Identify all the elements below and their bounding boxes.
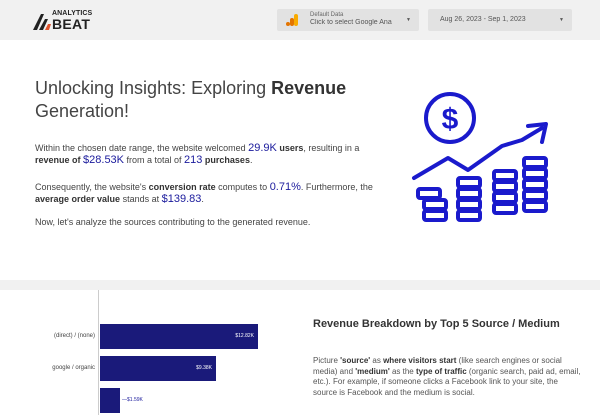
- revenue-growth-illustration: $: [412, 92, 548, 222]
- chart-value-label: $9.38K: [196, 365, 212, 371]
- header: ANALYTICS BEAT Default Data Click to sel…: [0, 0, 600, 40]
- logo[interactable]: ANALYTICS BEAT: [33, 10, 113, 32]
- chart-category-label: (direct) / (none): [53, 333, 95, 339]
- chevron-down-icon: ▼: [559, 17, 564, 23]
- date-range-selector[interactable]: Aug 26, 2023 - Sep 1, 2023 ▼: [428, 9, 572, 31]
- chart-value-label: $12.82K: [235, 333, 254, 339]
- chart-bar[interactable]: [100, 388, 120, 413]
- logo-mark-icon: [33, 14, 51, 30]
- purchases-value: 213: [184, 153, 203, 166]
- data-source-selector[interactable]: Default Data Click to select Google Ana …: [277, 9, 419, 31]
- chart-axis: [98, 290, 99, 415]
- breakdown-description: Picture 'source' as where visitors start…: [313, 356, 581, 397]
- summary-paragraph-conversion: Consequently, the website's conversion r…: [35, 181, 373, 205]
- summary-paragraph-users: Within the chosen date range, the websit…: [35, 142, 360, 166]
- logo-text-beat: BEAT: [52, 16, 91, 32]
- conversion-rate-value: 0.71%: [269, 181, 301, 193]
- breakdown-title: Revenue Breakdown by Top 5 Source / Medi…: [313, 318, 560, 330]
- google-analytics-icon: [286, 14, 298, 26]
- revenue-by-source-chart: (direct) / (none) $12.82K google / organic…: [0, 290, 290, 415]
- insights-card: Unlocking Insights: Exploring Revenue Gen…: [0, 40, 600, 280]
- revenue-value: $28.53K: [83, 153, 125, 166]
- chart-category-label: google / organic: [52, 365, 95, 371]
- chart-bar[interactable]: $12.82K: [100, 324, 258, 349]
- svg-text:$: $: [442, 103, 459, 136]
- page-title: Unlocking Insights: Exploring Revenue Gen…: [35, 78, 347, 121]
- revenue-breakdown-card: (direct) / (none) $12.82K google / organic…: [0, 290, 600, 415]
- data-source-label: Default Data: [310, 12, 344, 18]
- logo-text-analytics: ANALYTICS: [52, 10, 93, 17]
- chart-value-label: —$1.59K: [122, 397, 143, 403]
- aov-value: $139.83: [161, 192, 202, 205]
- users-value: 29.9K: [248, 142, 277, 154]
- chevron-down-icon: ▼: [406, 17, 411, 23]
- chart-bar[interactable]: $9.38K: [100, 356, 216, 381]
- data-source-value: Click to select Google Ana: [310, 19, 392, 26]
- summary-paragraph-sources: Now, let's analyze the sources contribut…: [35, 217, 311, 227]
- date-range-value: Aug 26, 2023 - Sep 1, 2023: [440, 16, 526, 23]
